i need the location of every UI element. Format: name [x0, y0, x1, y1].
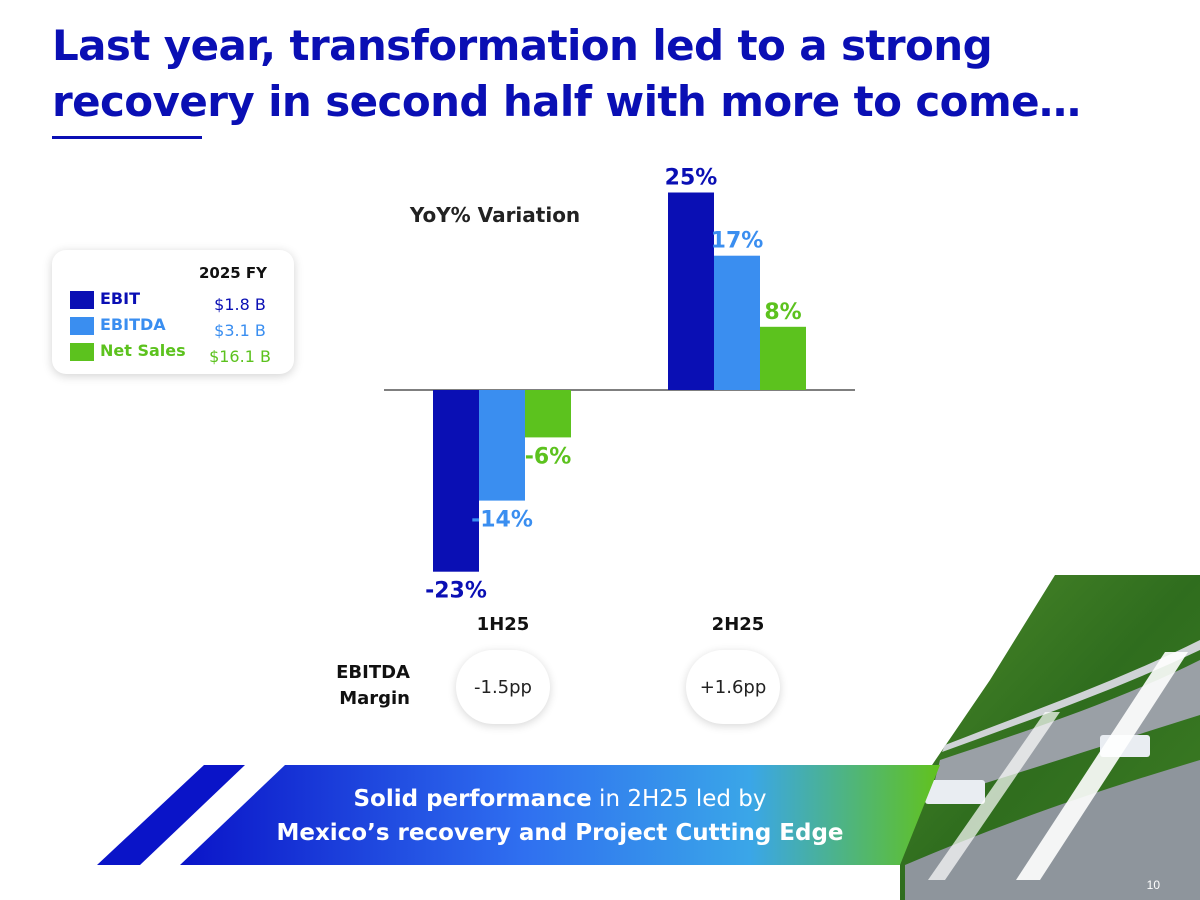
- page-number: 10: [1146, 878, 1160, 892]
- legend-item-ebit: EBIT $1.8 B: [70, 288, 290, 314]
- legend-swatch-ebit: [70, 291, 94, 309]
- category-label-2h25: 2H25: [712, 614, 765, 635]
- bar-net-sales-1h25: [525, 390, 571, 438]
- legend-name-net-sales: Net Sales: [100, 341, 186, 360]
- margin-label-line2: Margin: [339, 688, 410, 709]
- legend-item-net-sales: Net Sales $16.1 B: [70, 340, 290, 366]
- legend-value-ebit: $1.8 B: [214, 295, 266, 314]
- legend-swatch-ebitda: [70, 317, 94, 335]
- ebitda-margin-label: EBITDA Margin: [300, 660, 410, 712]
- margin-value-2h25: +1.6pp: [686, 650, 780, 724]
- legend-name-ebitda: EBITDA: [100, 315, 166, 334]
- banner-text-1: in 2H25 led by: [591, 786, 767, 812]
- chart-title: YoY% Variation: [409, 203, 580, 227]
- banner-line-2: Mexico’s recovery and Project Cutting Ed…: [276, 820, 844, 846]
- margin-value-1h25: -1.5pp: [456, 650, 550, 724]
- banner-message: Solid performance in 2H25 led by Mexico’…: [240, 782, 880, 850]
- banner-bold-text: Solid performance: [353, 786, 592, 812]
- legend-item-ebitda: EBITDA $3.1 B: [70, 314, 290, 340]
- margin-label-line1: EBITDA: [336, 662, 410, 683]
- truck-icon: [925, 780, 985, 804]
- legend-header: 2025 FY: [198, 264, 268, 282]
- bar-ebitda-2h25: [714, 255, 760, 390]
- data-label-ebitda-1h25: -14%: [471, 508, 533, 533]
- legend-swatch-net-sales: [70, 343, 94, 361]
- data-label-ebit-2h25: 25%: [665, 166, 718, 191]
- bar-ebit-2h25: [668, 192, 714, 390]
- legend-card: 2025 FY EBIT $1.8 B EBITDA $3.1 B Net Sa…: [52, 250, 294, 374]
- data-label-ebitda-2h25: 17%: [711, 229, 764, 254]
- data-label-net-sales-2h25: 8%: [764, 300, 801, 325]
- legend-name-ebit: EBIT: [100, 289, 140, 308]
- title-underline: [52, 136, 202, 139]
- data-label-net-sales-1h25: -6%: [525, 444, 571, 469]
- legend-value-ebitda: $3.1 B: [214, 321, 266, 340]
- banner-shape: [97, 765, 940, 865]
- bar-net-sales-2h25: [760, 326, 806, 390]
- bar-ebitda-1h25: [479, 390, 525, 501]
- legend-value-net-sales: $16.1 B: [209, 347, 271, 366]
- page-title: Last year, transformation led to a stron…: [52, 21, 1081, 126]
- category-label-1h25: 1H25: [477, 614, 530, 635]
- data-label-ebit-1h25: -23%: [425, 579, 487, 604]
- bars-group: -23% 25% -14% 17% -6% 8%: [425, 166, 806, 604]
- bar-ebit-1h25: [433, 390, 479, 572]
